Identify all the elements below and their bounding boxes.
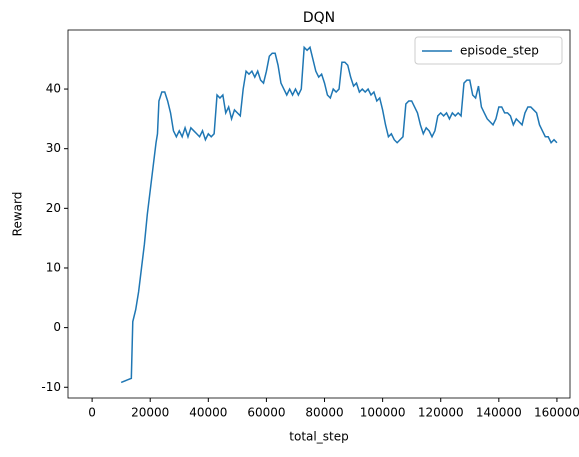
x-tick-label: 140000 — [476, 406, 522, 420]
y-tick-label: 20 — [46, 201, 61, 215]
y-tick-label: 0 — [53, 320, 61, 334]
x-tick-label: 80000 — [305, 406, 343, 420]
y-tick-label: -10 — [41, 380, 61, 394]
x-tick-label: 100000 — [360, 406, 406, 420]
x-tick-label: 40000 — [189, 406, 227, 420]
line-series — [120, 45, 558, 384]
plot-frame — [67, 29, 571, 399]
x-tick-label: 160000 — [534, 406, 579, 420]
y-tick-label: 40 — [46, 82, 61, 96]
legend-label: episode_step — [460, 44, 539, 58]
x-axis-label: total_step — [289, 430, 348, 444]
y-tick-label: 10 — [46, 260, 61, 274]
x-tick-label: 20000 — [131, 406, 169, 420]
chart-title: DQN — [303, 10, 335, 26]
x-tick-label: 0 — [88, 406, 96, 420]
x-tick-label: 120000 — [418, 406, 464, 420]
x-tick-label: 60000 — [247, 406, 285, 420]
y-tick-label: 30 — [46, 141, 61, 155]
legend-box — [414, 36, 563, 65]
y-axis-label: Reward — [11, 192, 25, 237]
